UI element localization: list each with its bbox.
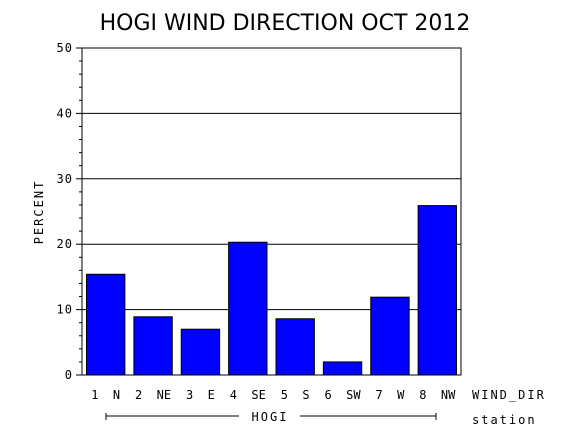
x-axis-categories: 1 N 2 NE 3 E 4 SE 5 S 6 SW 7 W 8 NW [91,388,456,402]
plot-frame [81,47,462,376]
x-tick-label: 1 N [91,388,120,402]
x-tick-label: 6 SW [325,388,362,402]
y-tick-label: 30 [57,172,73,186]
y-tick-label: 20 [57,237,73,251]
x-tick-label: 4 SE [230,388,266,402]
bar [133,316,173,376]
y-tick-label: 50 [57,41,73,55]
x-tick-label: 2 NE [135,388,171,402]
bars [86,205,457,376]
x-tick-label: 8 NW [419,388,456,402]
bar [322,361,363,376]
group-label: HOGI [252,410,289,424]
group-axis-label: station [472,413,537,427]
y-tick-label: 10 [57,303,73,317]
y-tick-label: 40 [57,106,73,120]
bar [275,318,315,376]
bar [180,328,221,376]
bar [86,273,126,376]
x-tick-label: 3 E [186,388,215,402]
bar [370,296,410,376]
x-axis-label: WIND_DIR [472,388,546,402]
x-tick-label: 7 W [375,388,405,402]
bar [417,205,457,376]
bar [228,241,268,376]
y-axis-ticks: 0 10 20 30 40 50 [57,41,82,382]
group-bracket [105,413,437,420]
y-axis-label: PERCENT [32,180,46,245]
chart-title: HOGI WIND DIRECTION OCT 2012 [100,11,471,36]
y-tick-label: 0 [65,368,73,382]
x-tick-label: 5 S [281,388,310,402]
